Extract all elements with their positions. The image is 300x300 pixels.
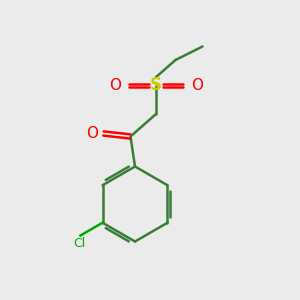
Text: Cl: Cl — [73, 237, 85, 250]
Text: O: O — [86, 126, 98, 141]
Text: S: S — [150, 76, 162, 94]
Text: O: O — [191, 78, 203, 93]
Text: O: O — [109, 78, 121, 93]
